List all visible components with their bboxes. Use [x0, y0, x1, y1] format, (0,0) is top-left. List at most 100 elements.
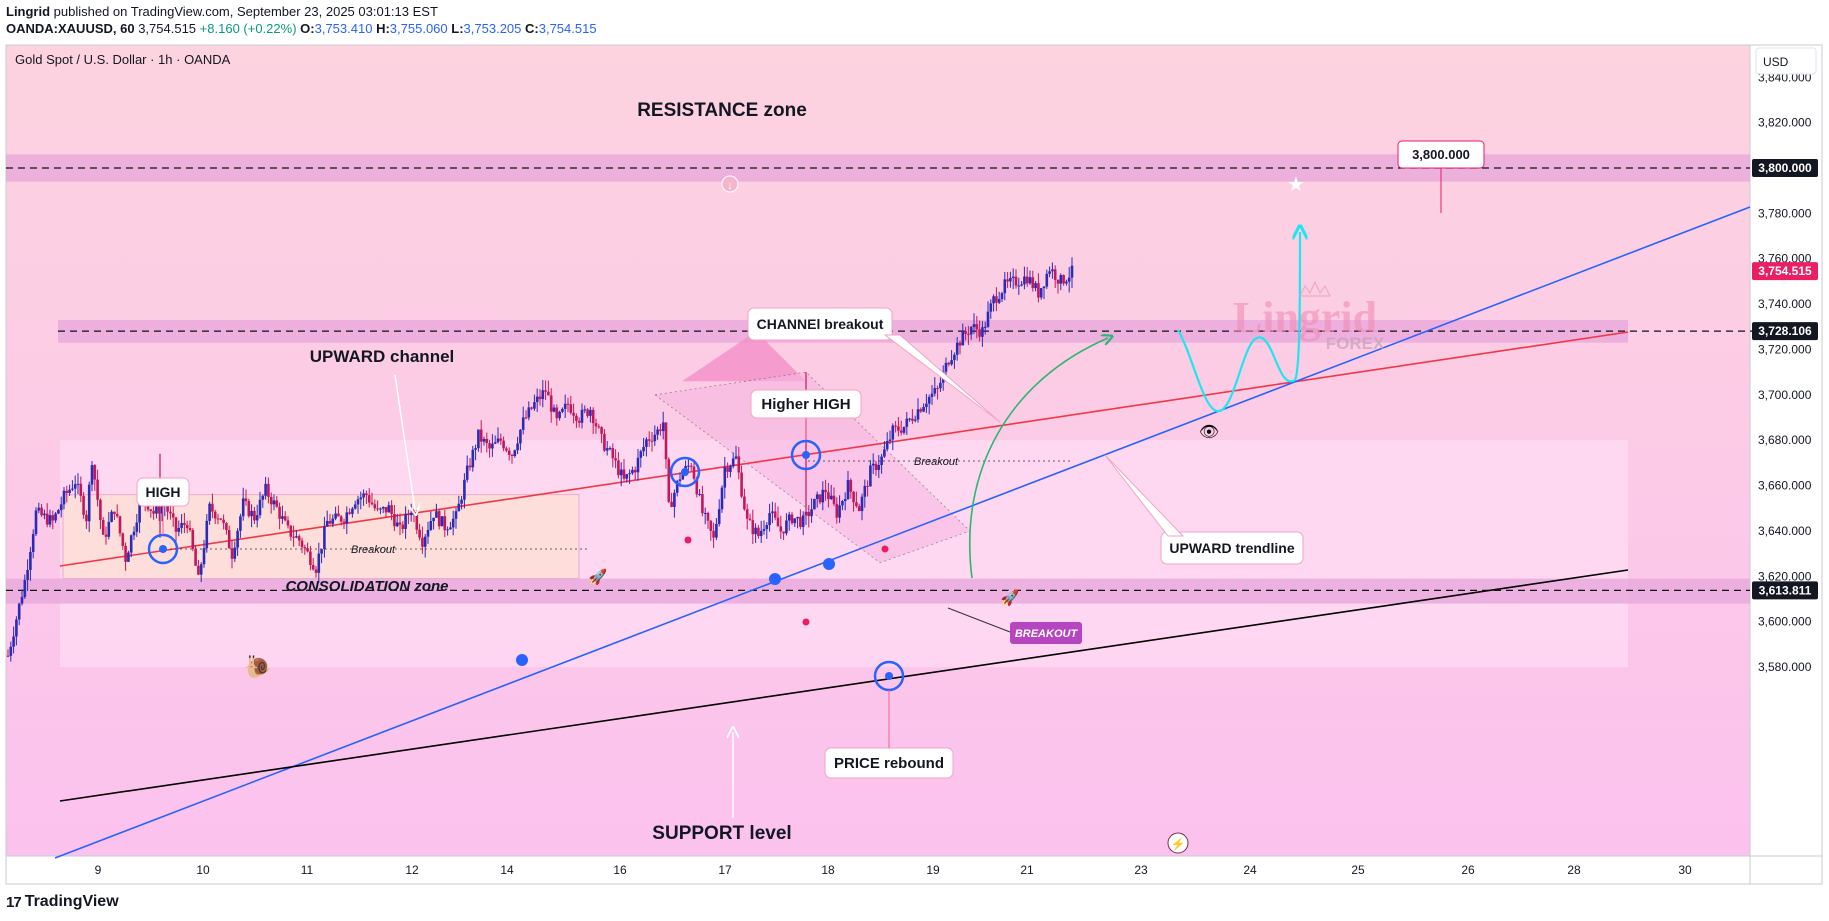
candle	[454, 507, 458, 529]
candle-body	[1067, 277, 1071, 282]
candle-body	[709, 520, 713, 531]
candle	[303, 544, 307, 555]
candle-body	[264, 483, 267, 496]
candle	[6, 649, 10, 658]
candle	[824, 479, 827, 501]
candle-body	[202, 548, 206, 565]
candle	[818, 494, 822, 505]
candle	[474, 444, 477, 461]
candle-body	[1025, 276, 1029, 284]
channel-breakout-pointer	[883, 334, 1001, 423]
candle-body	[149, 509, 153, 511]
candle	[289, 525, 293, 541]
candle	[787, 511, 791, 531]
candle	[600, 426, 603, 444]
candle-body	[1070, 265, 1074, 278]
candle-body	[955, 342, 959, 355]
candle-body	[247, 501, 251, 517]
candle	[583, 405, 587, 414]
down-arrow-icon	[721, 175, 739, 193]
candle-body	[418, 529, 421, 538]
candle-body	[379, 508, 382, 510]
candle	[782, 531, 785, 540]
candle	[185, 520, 189, 534]
candle-body	[908, 418, 911, 420]
candle-body	[62, 490, 66, 505]
candle-body	[1045, 273, 1049, 287]
candle	[715, 518, 718, 541]
candle-body	[68, 489, 71, 494]
candle-body	[572, 412, 575, 416]
close-value: 3,754.515	[538, 21, 597, 36]
candle-body	[124, 545, 127, 562]
candle-body	[20, 596, 24, 604]
candle	[395, 513, 399, 528]
candle-body	[194, 548, 197, 566]
candle	[653, 425, 657, 446]
candle-body	[698, 494, 701, 496]
candle-body	[877, 465, 881, 471]
candle	[969, 325, 973, 340]
candle	[110, 509, 113, 523]
candle-body	[927, 396, 931, 404]
candle	[577, 417, 581, 428]
candle-body	[911, 418, 914, 421]
candle-body	[824, 489, 827, 493]
candle	[703, 507, 707, 525]
candle-body	[253, 510, 256, 521]
candle-body	[969, 327, 973, 335]
candle	[883, 441, 886, 458]
candle-body	[227, 530, 231, 549]
candle-body	[583, 409, 587, 411]
candle-body	[757, 527, 760, 537]
candle-body	[37, 507, 41, 511]
candle	[152, 506, 155, 520]
author-name[interactable]: Lingrid	[6, 4, 51, 19]
candle-body	[104, 534, 108, 537]
target-price-label: 3,800.000	[1412, 147, 1470, 162]
price-axis[interactable]: 3,840.0003,820.0003,800.0003,780.0003,76…	[1752, 70, 1818, 674]
time-tick-label: 10	[196, 863, 210, 877]
candle	[337, 505, 340, 517]
candle	[989, 299, 993, 319]
candle-body	[639, 451, 643, 458]
candle-body	[54, 513, 57, 521]
candle-body	[177, 527, 181, 532]
candle-body	[393, 513, 396, 527]
candle-body	[642, 446, 645, 452]
candle-body	[787, 514, 791, 521]
candle	[129, 534, 133, 558]
candle-body	[608, 448, 612, 450]
candle	[521, 406, 525, 435]
candle-body	[373, 504, 377, 509]
watermark-text: Lingrid	[1233, 293, 1377, 342]
candle-body	[488, 443, 491, 449]
candle	[295, 530, 298, 539]
candle	[594, 418, 598, 434]
time-tick-label: 12	[405, 863, 419, 877]
candle	[227, 525, 231, 549]
candle	[933, 377, 937, 397]
candle	[202, 539, 206, 568]
candle-body	[1003, 279, 1007, 294]
candle	[1017, 277, 1021, 295]
candle-body	[670, 501, 673, 507]
symbol-name: OANDA:XAUUSD, 60	[6, 21, 135, 36]
candle-body	[426, 529, 430, 537]
open-value: 3,753.410	[314, 21, 373, 36]
candle-body	[765, 525, 769, 530]
candle	[267, 477, 270, 504]
footer-brand[interactable]: 17 TradingView	[6, 893, 119, 911]
candle-body	[199, 564, 203, 575]
candle-body	[236, 530, 239, 548]
time-axis[interactable]: 9 10 11 12 14 16 17 18 19 21 23 24 25 26 28 30	[95, 863, 1692, 877]
candle-body	[26, 569, 29, 581]
down-arrow-glyph: ↓	[727, 180, 733, 192]
price-tick-label: 3,620.000	[1758, 569, 1812, 583]
currency-box[interactable]	[1755, 47, 1817, 75]
candle-body	[1039, 288, 1043, 298]
candle-body	[160, 506, 164, 514]
candle-body	[367, 495, 371, 503]
candle	[485, 432, 489, 453]
